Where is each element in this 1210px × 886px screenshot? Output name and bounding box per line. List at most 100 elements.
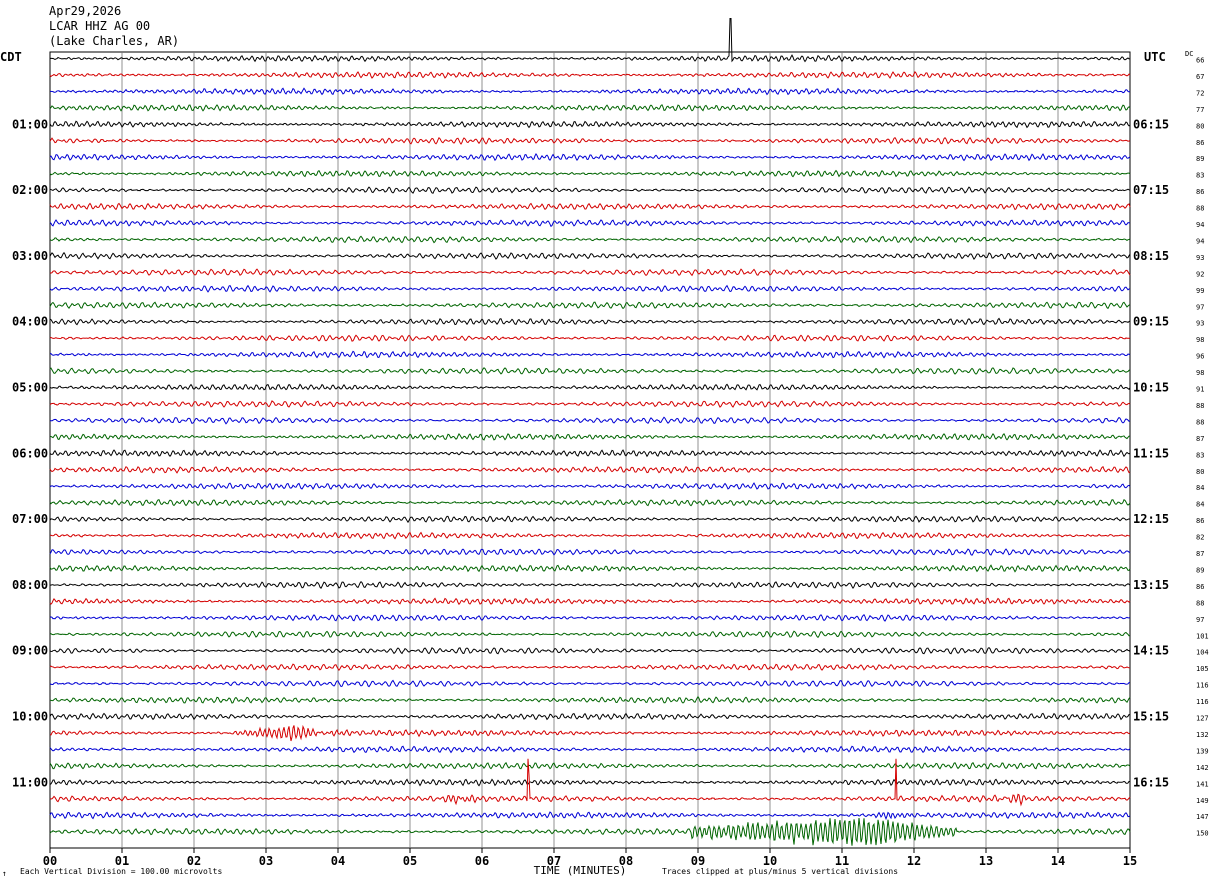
seismic-trace [49, 498, 1131, 507]
dc-offset-label: 88 [1196, 418, 1204, 426]
dc-offset-label: 147 [1196, 813, 1209, 821]
x-tick-label: 08 [619, 854, 633, 868]
seismic-trace [49, 630, 1131, 639]
right-hour-label: 10:15 [1133, 381, 1169, 395]
seismic-trace [49, 235, 1131, 244]
seismic-trace [49, 695, 1131, 704]
dc-offset-label: 91 [1196, 386, 1204, 394]
seismic-trace [49, 646, 1131, 655]
left-hour-label: 07:00 [12, 512, 48, 526]
seismic-trace [49, 531, 1131, 540]
seismic-trace [49, 515, 1131, 524]
dc-offset-label: 98 [1196, 336, 1204, 344]
right-hour-label: 16:15 [1133, 775, 1169, 789]
right-timezone-label: UTC [1144, 50, 1166, 64]
dc-offset-label: 104 [1196, 649, 1209, 657]
seismic-trace [49, 433, 1131, 441]
seismic-trace [49, 104, 1131, 112]
seismic-trace [49, 400, 1131, 408]
x-tick-label: 02 [187, 854, 201, 868]
dc-offset-label: 88 [1196, 205, 1204, 213]
seismic-trace [49, 416, 1131, 425]
x-tick-label: 04 [331, 854, 345, 868]
seismic-trace [49, 169, 1131, 178]
dc-offset-label: 66 [1196, 57, 1204, 65]
dc-offset-label: 89 [1196, 566, 1204, 574]
dc-offset-label: 99 [1196, 287, 1204, 295]
seismic-trace [49, 758, 1131, 807]
dc-offset-label: 98 [1196, 369, 1204, 377]
dc-column-label: DC [1185, 50, 1194, 58]
dc-offset-label: 88 [1196, 402, 1204, 410]
seismic-trace [49, 811, 1131, 821]
scale-marker-icon: ↑ [2, 869, 7, 878]
left-hour-label: 09:00 [12, 644, 48, 658]
dc-offset-label: 127 [1196, 715, 1209, 723]
seismic-trace [49, 219, 1131, 228]
seismic-trace [49, 449, 1131, 458]
x-tick-label: 06 [475, 854, 489, 868]
dc-offset-label: 97 [1196, 616, 1204, 624]
right-hour-label: 07:15 [1133, 183, 1169, 197]
left-hour-label: 03:00 [12, 249, 48, 263]
right-hour-label: 12:15 [1133, 512, 1169, 526]
station-label: LCAR HHZ AG 00 [49, 19, 151, 33]
left-hour-label: 08:00 [12, 578, 48, 592]
seismic-trace [49, 301, 1131, 310]
seismic-trace [49, 350, 1131, 359]
dc-offset-label: 72 [1196, 89, 1204, 97]
dc-offset-label: 83 [1196, 172, 1204, 180]
seismic-trace [49, 284, 1131, 293]
seismic-trace [49, 71, 1131, 79]
dc-offset-label: 80 [1196, 468, 1204, 476]
seismic-trace [49, 761, 1131, 770]
dc-offset-label: 116 [1196, 698, 1209, 706]
seismic-trace [49, 817, 1131, 846]
seismic-trace [49, 317, 1131, 326]
dc-offset-label: 82 [1196, 534, 1204, 542]
left-hour-label: 01:00 [12, 117, 48, 131]
seismic-trace [49, 152, 1131, 162]
seismic-trace [49, 18, 1131, 63]
x-tick-label: 09 [691, 854, 705, 868]
seismic-trace [49, 663, 1131, 671]
dc-offset-label: 94 [1196, 221, 1204, 229]
right-hour-label: 15:15 [1133, 710, 1169, 724]
plot-frame [49, 51, 1131, 849]
seismic-trace [49, 482, 1131, 490]
seismic-trace [49, 251, 1131, 260]
dc-offset-label: 86 [1196, 139, 1204, 147]
dc-offset-label: 87 [1196, 435, 1204, 443]
seismic-trace [49, 564, 1131, 573]
seismic-trace [49, 120, 1131, 129]
dc-offset-label: 86 [1196, 517, 1204, 525]
scale-note: Each Vertical Division = 100.00 microvol… [20, 867, 223, 876]
clip-note: Traces clipped at plus/minus 5 vertical … [662, 867, 899, 876]
left-hour-label: 06:00 [12, 446, 48, 460]
seismic-trace [49, 87, 1131, 96]
x-tick-label: 12 [907, 854, 921, 868]
seismic-trace [49, 724, 1131, 742]
dc-offset-label: 77 [1196, 106, 1204, 114]
left-hour-label: 02:00 [12, 183, 48, 197]
dc-offset-label: 86 [1196, 583, 1204, 591]
x-tick-label: 11 [835, 854, 849, 868]
seismic-trace [49, 597, 1131, 606]
dc-offset-label: 80 [1196, 122, 1204, 130]
seismic-trace [49, 202, 1131, 211]
dc-offset-label: 88 [1196, 599, 1204, 607]
dc-offset-label: 116 [1196, 682, 1209, 690]
left-hour-label: 04:00 [12, 315, 48, 329]
dc-offset-label: 149 [1196, 797, 1209, 805]
seismic-trace [49, 136, 1131, 145]
x-tick-label: 14 [1051, 854, 1065, 868]
seismic-trace [49, 465, 1131, 474]
x-axis-title: TIME (MINUTES) [534, 864, 627, 877]
seismic-trace [49, 268, 1131, 277]
dc-offset-label: 89 [1196, 155, 1204, 163]
dc-offset-label: 142 [1196, 764, 1209, 772]
left-hour-label: 10:00 [12, 710, 48, 724]
date-label: Apr29,2026 [49, 4, 122, 18]
dc-offset-label: 132 [1196, 731, 1209, 739]
